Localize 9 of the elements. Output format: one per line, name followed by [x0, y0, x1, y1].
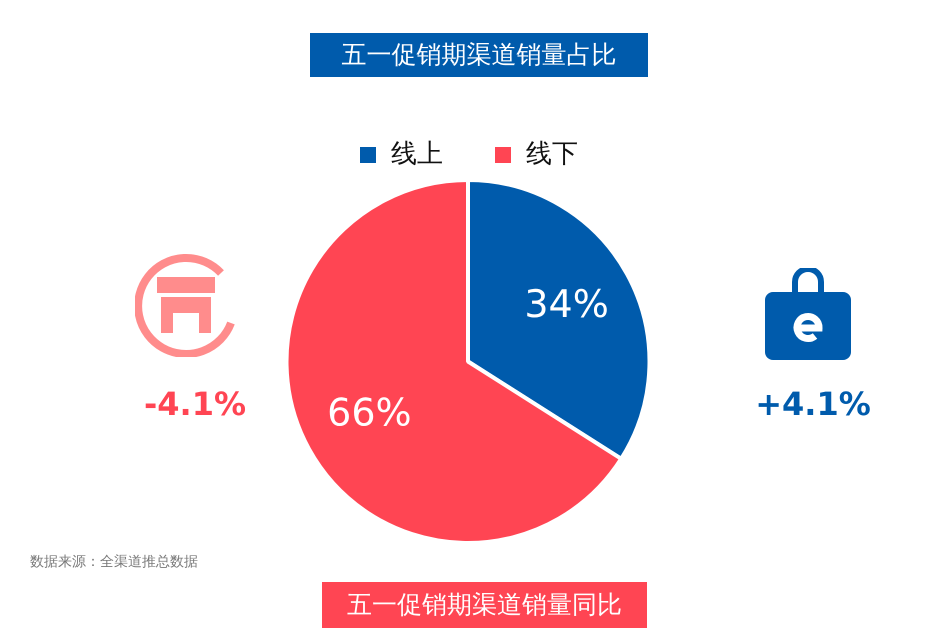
text: -4.1%	[142, 385, 248, 423]
source-note: 数据来源：全渠道推总数据	[30, 553, 198, 571]
text: +4.1%	[754, 385, 872, 423]
data-label: 66%	[327, 390, 412, 435]
legend-label: 线下	[526, 138, 578, 169]
chart-title: 五一促销期渠道销量占比	[310, 33, 648, 77]
data-label: 34%	[524, 282, 609, 326]
legend-label: 线上	[391, 138, 443, 169]
text: 五一促销期渠道销量同比	[322, 582, 647, 628]
